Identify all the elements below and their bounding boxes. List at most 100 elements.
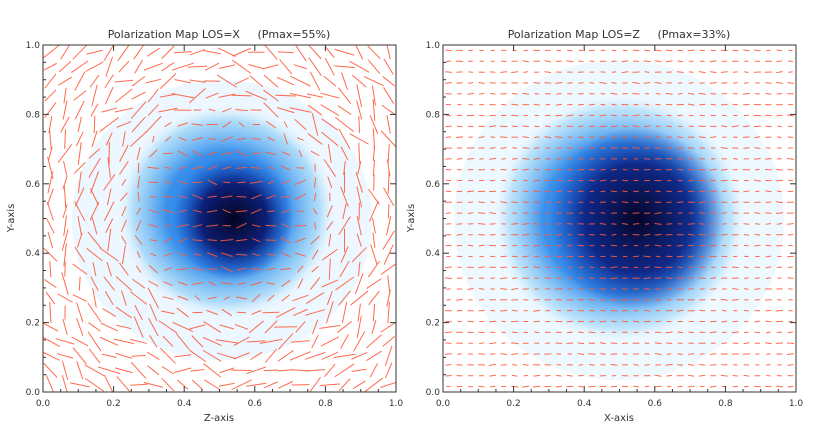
polarization-vector [588, 179, 595, 182]
polarization-vector [577, 169, 585, 171]
polarization-vector [776, 71, 783, 74]
polarization-vector [275, 307, 296, 318]
polarization-vector [252, 224, 261, 228]
polarization-vector [386, 115, 391, 134]
polarization-vector [566, 60, 574, 63]
polarization-vector [102, 308, 116, 317]
polarization-vector [49, 128, 52, 150]
polarization-vector [654, 49, 662, 52]
polarization-vector [677, 212, 683, 214]
polarization-vector [511, 114, 519, 117]
polarization-vector [309, 45, 322, 59]
polarization-vector [600, 342, 606, 345]
polarization-vector [776, 82, 783, 84]
polarization-vector [744, 277, 749, 279]
polarization-vector [522, 364, 529, 366]
polarization-vector [489, 342, 497, 345]
polarization-vector [122, 131, 126, 147]
polarization-vector [455, 60, 464, 62]
polarization-vector [578, 364, 584, 366]
polarization-vector [511, 331, 518, 334]
polarization-vector [533, 299, 540, 301]
polarization-vector [555, 82, 563, 84]
polarization-vector [76, 302, 84, 323]
polarization-vector [63, 215, 67, 237]
polarization-vector [654, 374, 662, 377]
polarization-vector [61, 272, 69, 295]
polarization-vector [522, 60, 530, 63]
polarization-vector [136, 207, 141, 215]
polarization-vector [192, 209, 203, 213]
polarization-vector [765, 125, 772, 128]
polarization-vector [310, 277, 321, 290]
polarization-vector [511, 190, 518, 193]
polarization-vector [340, 186, 349, 207]
polarization-vector [189, 324, 206, 330]
polarization-vector [118, 60, 130, 73]
polarization-vector [522, 136, 529, 138]
polarization-vector [64, 129, 66, 149]
polarization-vector [654, 244, 662, 247]
polarization-vector [129, 383, 148, 386]
polarization-vector [312, 113, 319, 136]
polarization-vector [45, 374, 55, 392]
polarization-vector [114, 107, 133, 113]
polarization-vector [90, 171, 99, 194]
polarization-vector [555, 299, 562, 301]
polarization-vector [204, 379, 221, 390]
polarization-vector [776, 60, 783, 63]
polarization-vector [235, 239, 248, 242]
polarization-vector [174, 367, 192, 373]
polarization-vector [164, 267, 173, 271]
polarization-vector [490, 136, 495, 138]
polarization-vector [445, 212, 452, 214]
polarization-vector [522, 168, 529, 171]
polarization-vector [358, 261, 361, 277]
polarization-vector [765, 114, 772, 117]
polarization-vector [499, 136, 508, 138]
polarization-vector [633, 103, 639, 106]
polarization-vector [189, 49, 206, 56]
polarization-vector [511, 93, 518, 95]
polarization-vector [251, 194, 262, 200]
polarization-vector [148, 209, 159, 214]
polarization-vector [533, 223, 541, 225]
polarization-vector [372, 85, 376, 106]
polarization-vector [263, 89, 279, 102]
polarization-vector [281, 294, 290, 302]
polarization-vector [511, 125, 518, 128]
polarization-vector [131, 355, 146, 357]
polarization-vector [371, 320, 377, 334]
polarization-vector [251, 310, 262, 315]
polarization-vector [611, 103, 617, 106]
polarization-vector [221, 152, 233, 155]
polarization-vector [131, 116, 146, 133]
polarization-vector [501, 320, 506, 323]
polarization-vector [545, 266, 551, 269]
polarization-vector [130, 131, 148, 147]
polarization-vector [115, 352, 133, 359]
polarization-vector [545, 147, 551, 149]
polarization-vector [235, 296, 248, 300]
polarization-vector [76, 317, 84, 336]
polarization-vector [250, 268, 262, 270]
polarization-vector [104, 291, 114, 305]
polarization-vector [387, 144, 390, 163]
polarization-vector [665, 331, 673, 334]
polarization-vector [267, 294, 275, 302]
polarization-vector [632, 49, 640, 52]
polarization-vector [203, 363, 221, 378]
polarization-vector [177, 122, 188, 127]
polarization-vector [265, 348, 277, 363]
polarization-vector [281, 180, 290, 185]
polarization-vector [252, 238, 261, 243]
polarization-vector [92, 288, 97, 308]
polarization-vector [78, 276, 81, 291]
polarization-vector [578, 212, 584, 214]
polarization-vector [208, 281, 216, 286]
panel-left-ticks: 0.0 0.2 0.4 0.6 0.8 1.0 0.0 0.2 0.4 0.6 0.8 1.0 [26, 41, 404, 409]
y-tick-label: 0.4 [426, 249, 441, 259]
polarization-vector [544, 60, 552, 63]
polarization-vector [232, 59, 251, 74]
polarization-vector [217, 47, 236, 57]
